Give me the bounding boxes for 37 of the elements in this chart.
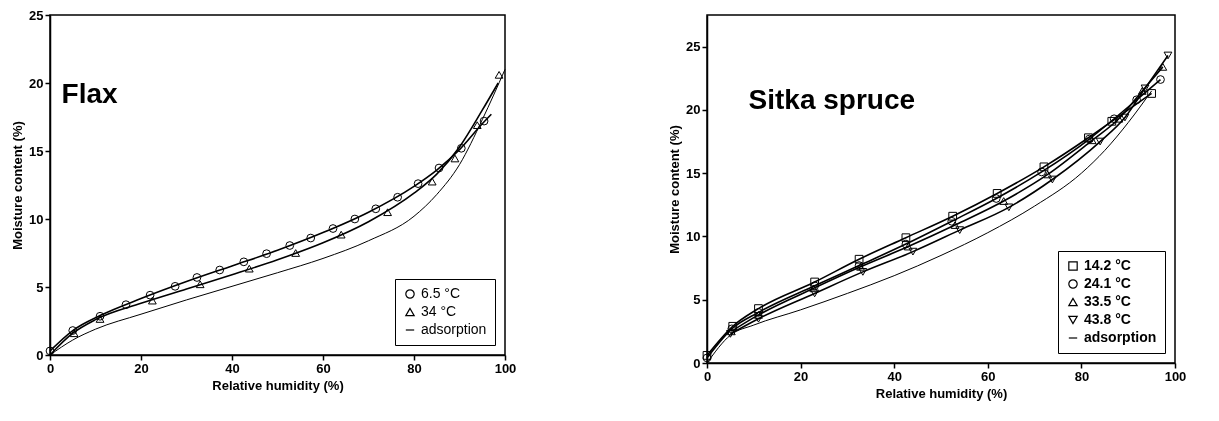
legend-label: adsorption	[1084, 329, 1157, 345]
y-tick-label: 15	[686, 165, 701, 181]
text: Flax	[61, 78, 118, 109]
x-tick-label: 0	[46, 360, 55, 376]
y-tick-label: 25	[686, 39, 701, 55]
legend-label: 6.5 °C	[421, 285, 461, 301]
y-tick-label: 5	[36, 279, 44, 295]
x-axis-title: Relative humidity (%)	[875, 385, 1008, 401]
y-tick-label: 15	[29, 143, 44, 159]
x-tick-label: 40	[225, 360, 240, 376]
y-axis-title: Moisture content (%)	[667, 125, 683, 254]
x-axis-title: Relative humidity (%)	[212, 377, 344, 393]
y-tick-label: 20	[686, 102, 701, 118]
legend-label: 34 °C	[421, 303, 457, 319]
y-tick-label: 0	[36, 347, 44, 363]
y-tick-label: 10	[29, 211, 44, 227]
x-tick-label: 80	[1074, 368, 1090, 384]
x-tick-label: 100	[494, 360, 517, 376]
x-tick-label: 20	[134, 360, 149, 376]
legend-label: 24.1 °C	[1084, 275, 1131, 291]
x-tick-label: 40	[887, 368, 902, 384]
x-tick-label: 100	[1164, 368, 1187, 384]
y-tick-label: 10	[686, 228, 701, 244]
x-tick-label: 0	[703, 368, 712, 384]
x-tick-label: 60	[981, 368, 996, 384]
legend-label: 43.8 °C	[1084, 311, 1131, 327]
y-axis-title: Moisture content (%)	[10, 121, 26, 250]
text: Sitka spruce	[748, 84, 916, 115]
y-tick-label: 25	[29, 7, 44, 23]
legend-label: 33.5 °C	[1084, 293, 1131, 309]
y-tick-label: 20	[29, 75, 44, 91]
x-tick-label: 20	[793, 368, 809, 384]
x-tick-label: 80	[407, 360, 422, 376]
y-tick-label: 5	[693, 292, 701, 308]
x-tick-label: 60	[316, 360, 331, 376]
legend-label: 14.2 °C	[1084, 257, 1131, 273]
legend-label: adsorption	[421, 321, 487, 337]
